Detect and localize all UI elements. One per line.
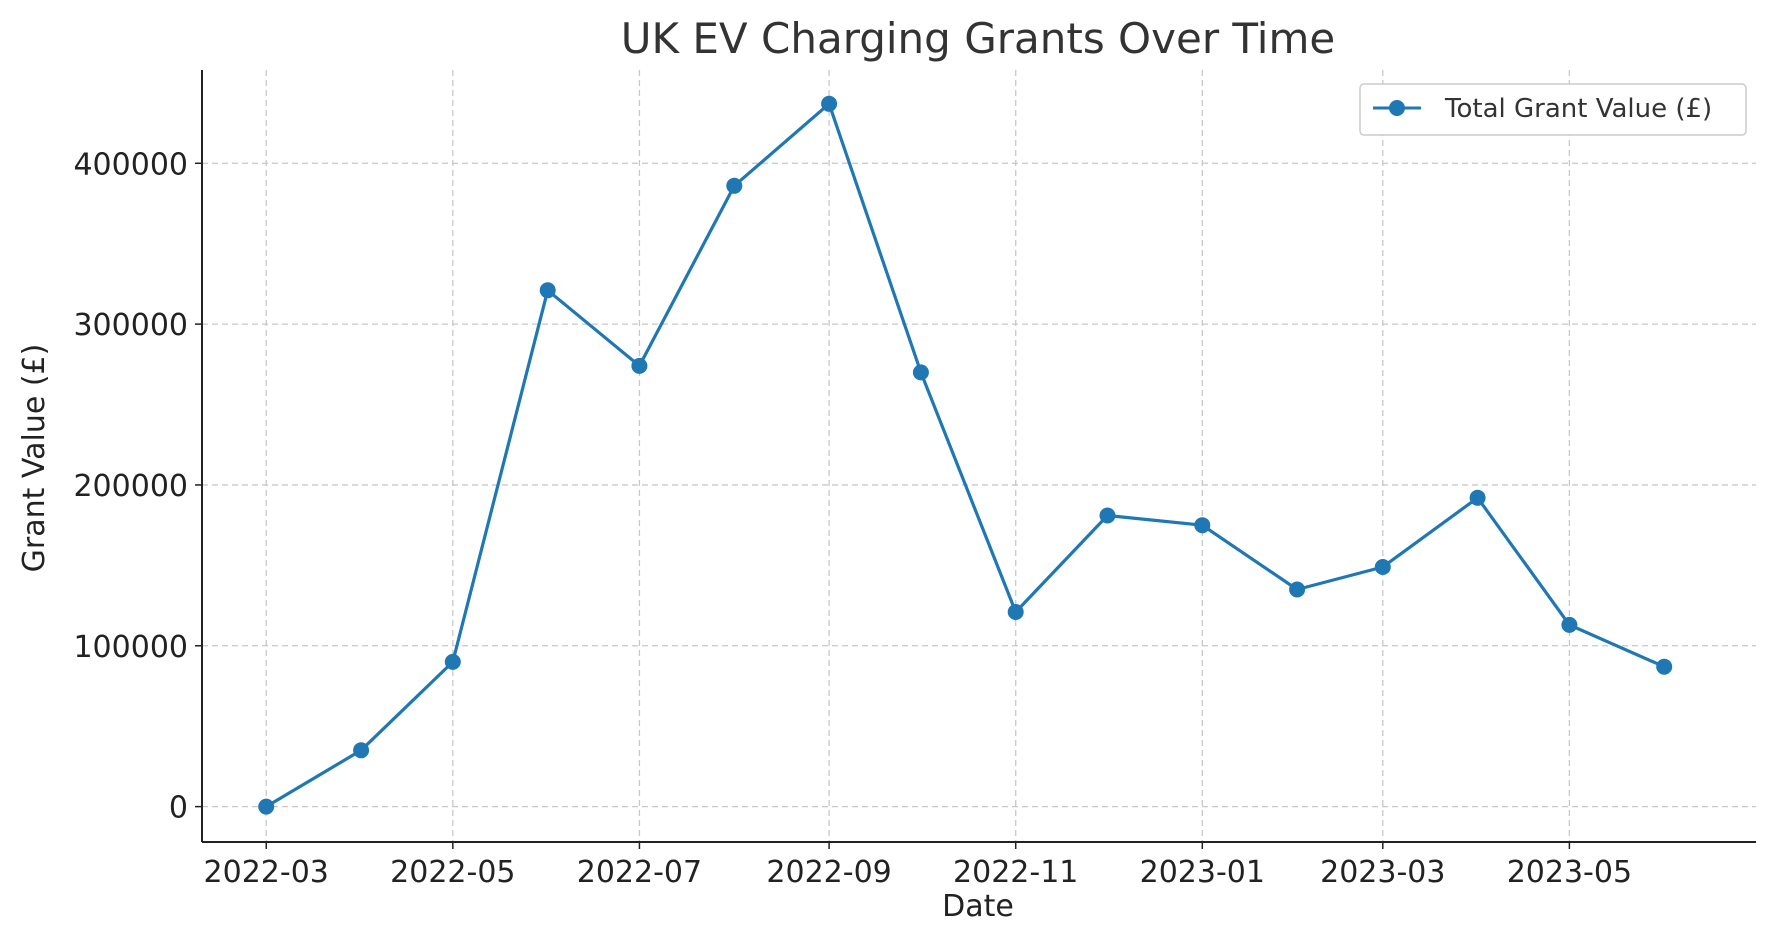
y-tick-label: 0	[169, 791, 188, 826]
legend-marker-swatch	[1389, 100, 1405, 116]
x-tick-label: 2022-11	[953, 855, 1078, 890]
legend-box	[1359, 83, 1747, 136]
data-point	[1656, 658, 1673, 675]
data-point	[1374, 559, 1391, 575]
data-point	[1289, 581, 1306, 598]
x-tick-label: 2023-01	[1140, 855, 1265, 890]
axes	[195, 70, 1756, 849]
data-point	[353, 742, 370, 759]
x-tick-label: 2022-07	[577, 855, 702, 890]
data-point	[258, 798, 275, 815]
tick-labels: 0 100000 200000 300000 400000 2022-03 2022-05 2…	[73, 147, 1632, 890]
x-tick-label: 2023-03	[1320, 855, 1445, 890]
data-point	[1194, 517, 1211, 534]
series-layer	[258, 95, 1673, 815]
legend: Total Grant Value (£)	[1359, 83, 1747, 136]
data-point	[631, 357, 648, 374]
data-point	[1561, 616, 1578, 633]
x-tick-label: 2022-05	[390, 855, 515, 890]
x-tick-label: 2022-03	[204, 855, 329, 890]
x-tick-label: 2023-05	[1507, 855, 1632, 890]
data-point	[539, 282, 556, 299]
data-point	[912, 364, 929, 381]
data-point	[444, 653, 461, 670]
y-axis-label: Grant Value (£)	[17, 344, 52, 573]
legend-entry-label: Total Grant Value (£)	[1444, 94, 1712, 124]
x-axis-label: Date	[942, 889, 1014, 924]
y-tick-label: 100000	[73, 630, 188, 665]
y-tick-label: 400000	[73, 147, 188, 182]
data-point	[821, 95, 838, 112]
x-tick-label: 2022-09	[766, 855, 891, 890]
y-tick-label: 200000	[73, 469, 188, 504]
data-point	[1099, 507, 1116, 524]
y-tick-label: 300000	[73, 308, 188, 343]
grid-lines	[202, 70, 1756, 842]
series-line	[265, 102, 1665, 808]
data-point	[1007, 604, 1024, 620]
chart-title: UK EV Charging Grants Over Time	[621, 14, 1335, 63]
data-point	[726, 177, 743, 194]
data-point	[1469, 489, 1486, 506]
